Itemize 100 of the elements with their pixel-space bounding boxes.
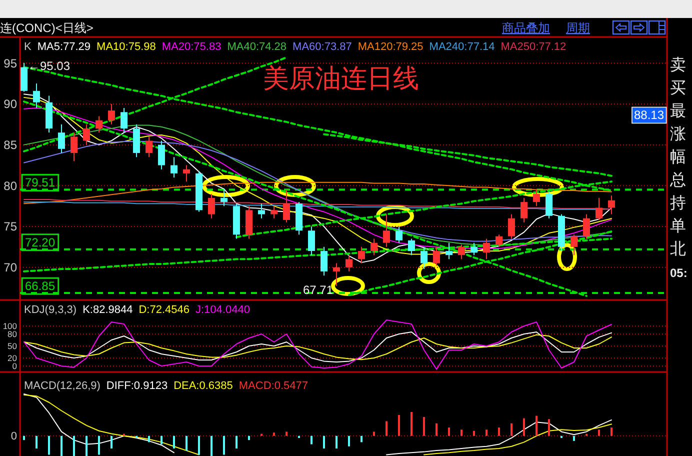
bar [273,432,275,436]
text: 88.13 [634,108,664,122]
text: 05: [670,266,688,280]
bar [336,436,338,448]
chart-title: MACD(12,26,9) [24,380,100,392]
candlestick [270,206,278,219]
candlestick [520,197,528,223]
bar [423,417,425,436]
candlestick [546,190,552,219]
text: MA10:75.98 [96,41,156,53]
bar [186,436,188,451]
y-tick-label: 50 [8,340,18,351]
bar [98,436,100,455]
bar [373,432,375,436]
candlestick [370,238,378,256]
y-tick-label: 100 [2,320,18,331]
candlestick [346,254,352,272]
bar [536,416,538,436]
candlestick [446,242,452,260]
text: MA40:74.28 [227,41,287,53]
candlestick [433,246,440,266]
chart-title: KDJ(9,3,3) [24,304,77,316]
bar [73,436,75,456]
annotation: 67.71 [302,283,334,298]
y-tick-label: 0 [12,360,18,371]
y-tick-label: 70 [4,260,18,275]
bar [448,428,450,436]
y-tick-label: 20 [8,352,18,363]
line-series [24,320,612,370]
candlestick [183,164,190,182]
bar [573,436,575,441]
candlestick [258,203,265,219]
ref-line-label: 66.85 [25,279,56,294]
candlestick [120,108,128,134]
y-tick-label: 80 [4,178,18,193]
text: D:72.4546 [138,304,190,316]
chart-subtitle: 连(CONC)<日线> [0,21,94,35]
candlestick [470,242,478,256]
bar [398,414,400,436]
candlestick [358,246,365,264]
bar [60,436,62,456]
bar [236,436,238,448]
y-tick-label: 75 [4,220,18,234]
text: 单 [670,217,686,235]
text: 买 [670,80,686,97]
bar [410,412,412,436]
candlestick [483,238,490,260]
bar [173,436,175,448]
text: DEA:0.6385 [174,380,233,392]
y-tick-label: 80 [8,328,18,339]
bar [86,436,88,456]
candlestick [308,226,315,256]
y-tick-label: 95 [4,56,18,70]
y-tick-label: 90 [4,97,18,112]
text: 卖 [670,56,686,74]
bar [598,430,600,436]
series-label: J:104.0440 [196,304,250,316]
text: DIFF:0.9123 [106,380,168,392]
candlestick [83,124,90,146]
text: MA60:73.87 [292,41,352,53]
bar [436,423,438,436]
bar [386,421,388,436]
bar [610,428,612,436]
annotation: ←95.03 [28,59,70,74]
candlestick [146,136,152,158]
candlestick [396,226,402,244]
bar [473,430,475,436]
candlestick [320,246,328,276]
bar [486,430,488,436]
candlestick [96,116,102,134]
candlestick [108,103,115,125]
bar [148,436,150,442]
bar [160,436,162,444]
bar [323,436,325,448]
bar [498,428,500,436]
bar [36,436,38,448]
text: 幅 [670,149,686,166]
candlestick [508,214,515,240]
bar [223,436,225,455]
text: 涨 [670,125,686,143]
candlestick [570,234,578,256]
candlestick [20,62,28,92]
bar [310,436,312,444]
candlestick [458,244,465,260]
candlestick [608,194,615,215]
candlestick [158,140,165,170]
candlestick [220,188,228,207]
legend-title: K [24,41,32,53]
text: MA250:77.12 [500,41,566,53]
bar [210,436,212,456]
bar [23,436,25,440]
text: MA240:77.14 [429,41,495,53]
candlestick [408,238,415,256]
text: 北 [670,240,686,258]
text: 美原油连日线 [263,63,419,93]
text: 总 [669,171,686,189]
candlestick [383,214,390,248]
candlestick [583,214,590,240]
candlestick [70,132,78,162]
candlestick [420,246,428,270]
